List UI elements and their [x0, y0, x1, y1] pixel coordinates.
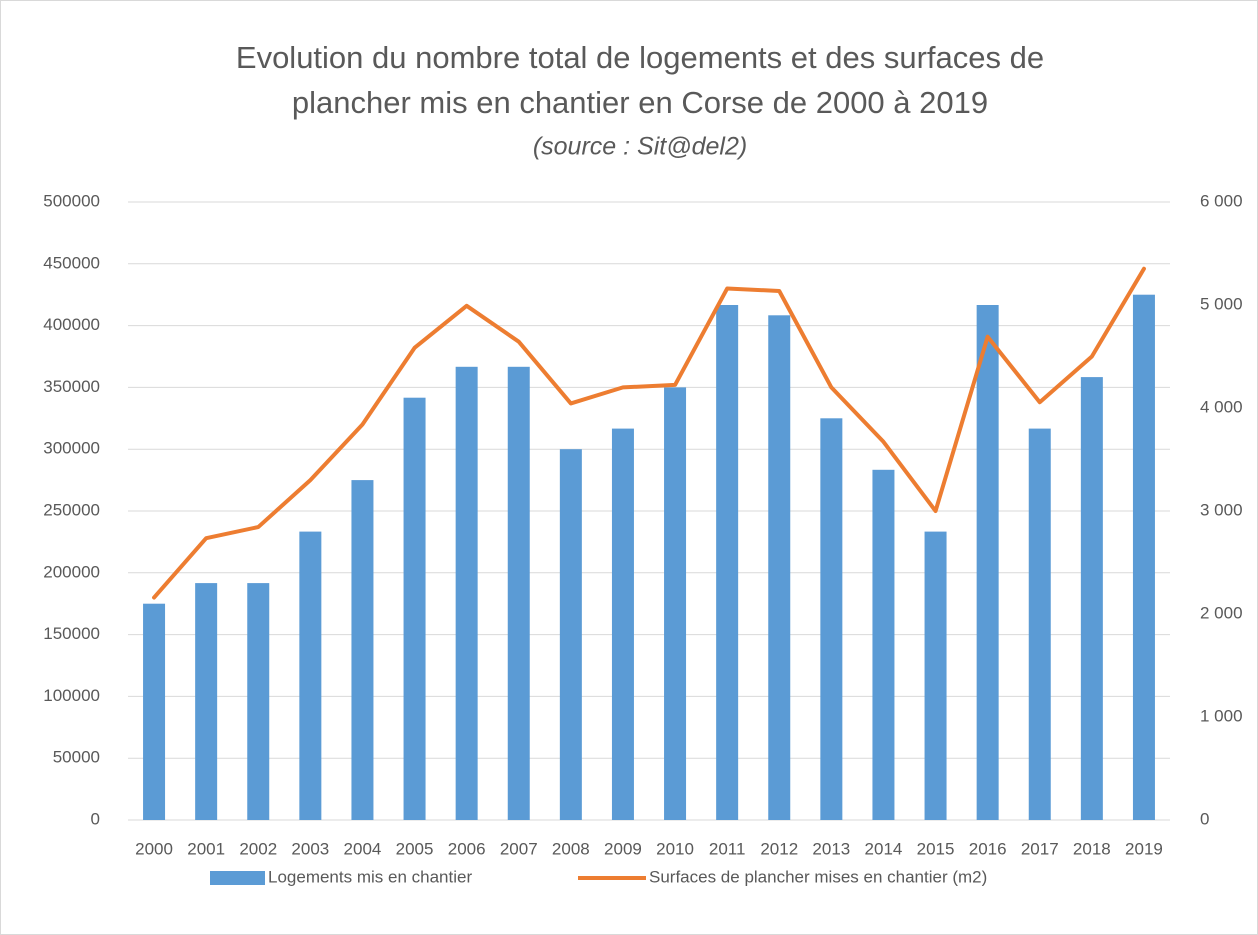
y2-tick-label: 0 — [1200, 809, 1209, 828]
x-tick-label: 2003 — [291, 839, 329, 858]
legend-label: Logements mis en chantier — [268, 867, 472, 886]
x-tick-label: 2008 — [552, 839, 590, 858]
x-tick-label: 2002 — [239, 839, 277, 858]
x-tick-label: 2019 — [1125, 839, 1163, 858]
bar — [507, 366, 530, 820]
chart-title: Evolution du nombre total de logements e… — [236, 40, 1044, 75]
x-tick-label: 2018 — [1073, 839, 1111, 858]
line — [152, 266, 1146, 600]
y2-tick-label: 1 000 — [1200, 706, 1243, 725]
bar — [664, 387, 687, 820]
y-tick-label: 500000 — [43, 191, 100, 210]
y-tick-label: 350000 — [43, 377, 100, 396]
x-tick-label: 2012 — [760, 839, 798, 858]
chart-subtitle: (source : Sit@del2) — [533, 133, 747, 161]
bar — [403, 397, 426, 820]
x-tick-label: 2015 — [917, 839, 955, 858]
bar — [1080, 377, 1103, 820]
bar — [559, 449, 582, 820]
y-tick-label: 250000 — [43, 500, 100, 519]
bar — [924, 531, 947, 820]
bar — [455, 366, 478, 820]
y2-tick-label: 5 000 — [1200, 294, 1243, 313]
y-tick-label: 300000 — [43, 439, 100, 458]
x-tick-label: 2014 — [865, 839, 903, 858]
y-tick-label: 400000 — [43, 315, 100, 334]
y-tick-label: 100000 — [43, 686, 100, 705]
y-tick-label: 450000 — [43, 253, 100, 272]
x-tick-label: 2006 — [448, 839, 486, 858]
x-tick-label: 2016 — [969, 839, 1007, 858]
x-tick-label: 2007 — [500, 839, 538, 858]
x-tick-label: 2010 — [656, 839, 694, 858]
bar — [872, 469, 895, 820]
bar — [247, 583, 270, 820]
x-tick-label: 2001 — [187, 839, 225, 858]
bar — [611, 428, 634, 820]
bar — [1132, 294, 1155, 820]
y-tick-label: 0 — [91, 809, 100, 828]
bar — [195, 583, 218, 820]
x-tick-label: 2009 — [604, 839, 642, 858]
bar — [716, 305, 739, 820]
bar — [976, 305, 999, 820]
x-tick-label: 2000 — [135, 839, 173, 858]
chart-title: plancher mis en chantier en Corse de 200… — [292, 85, 988, 120]
y-tick-label: 200000 — [43, 562, 100, 581]
x-tick-label: 2004 — [344, 839, 382, 858]
bar — [768, 315, 791, 820]
y-tick-label: 150000 — [43, 624, 100, 643]
bar — [351, 480, 374, 820]
x-tick-label: 2005 — [396, 839, 434, 858]
y2-tick-label: 6 000 — [1200, 191, 1243, 210]
x-tick-label: 2013 — [812, 839, 850, 858]
legend-label: Surfaces de plancher mises en chantier (… — [649, 867, 987, 886]
x-tick-label: 2011 — [709, 839, 746, 858]
y2-tick-label: 3 000 — [1200, 500, 1243, 519]
x-tick-label: 2017 — [1021, 839, 1059, 858]
y2-tick-label: 2 000 — [1200, 603, 1243, 622]
bar — [143, 603, 166, 820]
y-tick-label: 50000 — [53, 748, 100, 767]
legend-swatch — [210, 871, 265, 885]
y2-tick-label: 4 000 — [1200, 397, 1243, 416]
bar — [299, 531, 322, 820]
bar — [1028, 428, 1051, 820]
bar — [820, 418, 843, 820]
